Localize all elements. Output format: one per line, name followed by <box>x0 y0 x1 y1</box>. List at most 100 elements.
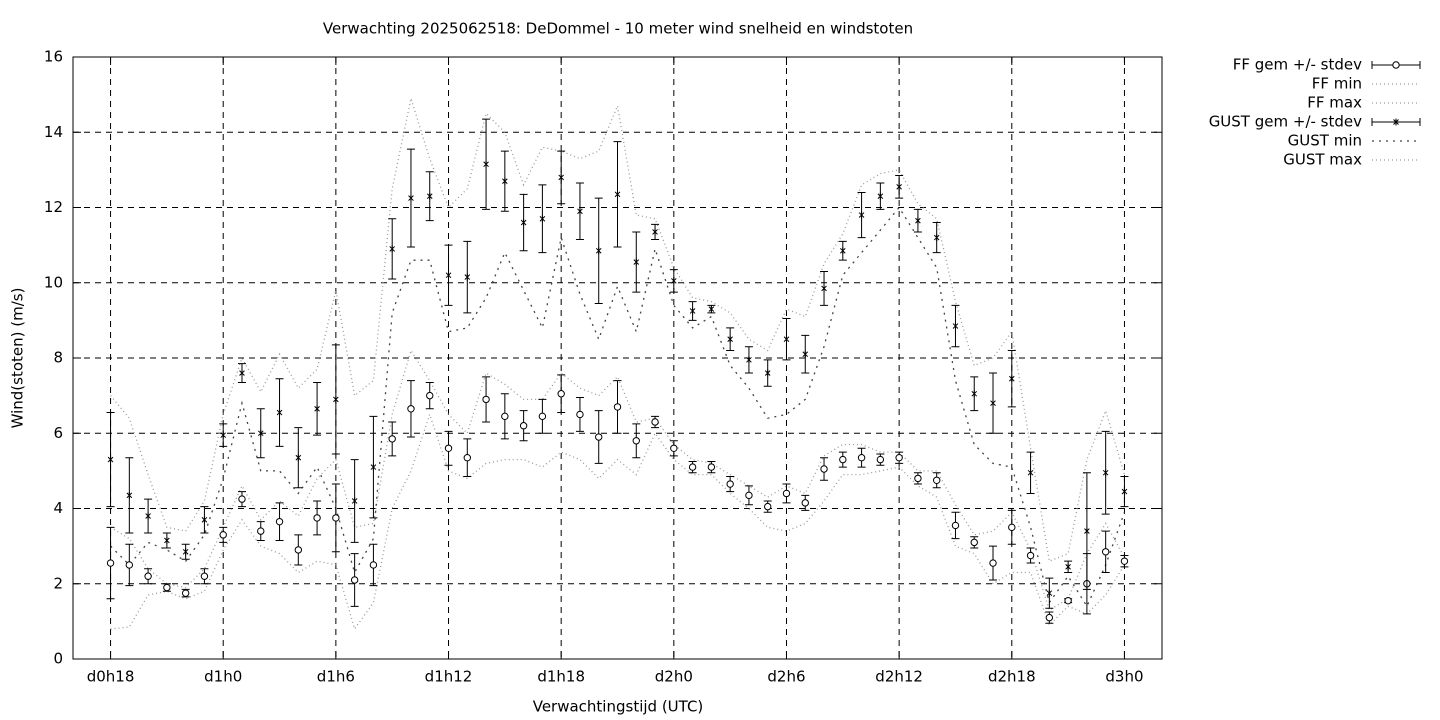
marker <box>821 284 827 292</box>
chart-title: Verwachting 2025062518: DeDommel - 10 me… <box>323 20 913 38</box>
marker <box>164 536 170 544</box>
marker <box>276 409 283 417</box>
marker <box>426 391 434 400</box>
marker <box>801 499 809 507</box>
marker <box>670 444 678 452</box>
marker <box>313 514 321 522</box>
x-tick-label: d3h0 <box>1105 668 1143 686</box>
marker <box>126 491 133 499</box>
marker <box>351 497 358 505</box>
marker <box>445 271 452 279</box>
marker <box>896 183 902 191</box>
marker <box>1046 589 1053 597</box>
x-tick-label: d2h12 <box>875 668 923 686</box>
marker <box>951 521 960 530</box>
marker <box>915 217 921 225</box>
marker <box>839 455 847 464</box>
marker <box>990 399 996 407</box>
y-tick-label: 0 <box>53 650 63 668</box>
legend-label: FF max <box>1307 94 1362 112</box>
marker <box>576 410 584 419</box>
marker <box>952 322 959 330</box>
marker <box>388 435 396 443</box>
marker <box>632 437 640 445</box>
marker <box>651 418 659 426</box>
x-tick-label: d2h18 <box>988 668 1036 686</box>
legend-marker <box>1393 118 1399 126</box>
y-tick-label: 2 <box>53 574 63 592</box>
x-tick-label: d0h18 <box>87 668 135 686</box>
marker <box>370 463 377 471</box>
marker <box>332 514 340 522</box>
marker <box>444 444 453 452</box>
x-tick-label: d1h18 <box>537 668 585 686</box>
y-tick-label: 16 <box>44 48 63 66</box>
marker <box>539 215 546 223</box>
marker <box>970 538 978 547</box>
marker <box>163 583 171 592</box>
marker <box>613 403 622 411</box>
marker <box>294 546 303 554</box>
marker <box>707 463 716 471</box>
marker <box>671 277 677 285</box>
marker <box>989 559 997 567</box>
y-tick-label: 6 <box>53 424 63 442</box>
marker <box>820 465 828 473</box>
marker <box>764 369 771 377</box>
marker <box>200 572 209 580</box>
marker <box>688 463 697 471</box>
marker <box>314 405 320 413</box>
marker <box>182 548 189 556</box>
marker <box>914 474 922 483</box>
marker <box>389 245 395 253</box>
y-tick-label: 10 <box>44 273 63 291</box>
marker <box>933 234 940 242</box>
marker <box>295 454 302 462</box>
marker <box>201 516 208 524</box>
marker <box>220 431 227 439</box>
legend-label: GUST max <box>1283 151 1362 169</box>
x-tick-label: d1h0 <box>204 668 242 686</box>
marker <box>1027 469 1034 477</box>
marker <box>369 561 378 569</box>
y-axis-label: Wind(stoten) (m/s) <box>9 288 27 429</box>
y-tick-label: 8 <box>53 349 63 367</box>
marker <box>558 173 564 181</box>
marker <box>482 395 490 404</box>
marker <box>1084 527 1090 535</box>
marker <box>783 335 790 343</box>
line <box>110 95 1126 563</box>
marker <box>877 192 884 200</box>
marker <box>746 356 752 364</box>
legend-label: GUST min <box>1288 132 1362 150</box>
line <box>110 412 1125 631</box>
legend-marker <box>1392 61 1400 69</box>
marker <box>238 495 246 503</box>
y-tick-label: 4 <box>53 499 63 517</box>
marker <box>557 390 565 398</box>
marker <box>708 305 715 313</box>
marker <box>858 211 865 219</box>
marker <box>464 273 471 281</box>
marker <box>971 390 978 398</box>
marker <box>633 258 640 266</box>
marker <box>577 207 583 215</box>
marker <box>181 589 190 597</box>
marker <box>219 531 227 539</box>
marker <box>1008 375 1015 383</box>
marker <box>1064 596 1072 605</box>
marker <box>895 454 903 462</box>
marker <box>727 335 733 343</box>
marker <box>275 517 284 526</box>
marker <box>107 456 114 464</box>
y-tick-label: 12 <box>44 198 63 216</box>
x-tick-label: d1h12 <box>425 668 473 686</box>
marker <box>802 350 809 358</box>
marker <box>932 476 941 484</box>
marker <box>145 512 151 520</box>
marker <box>595 247 602 255</box>
marker <box>257 527 265 535</box>
marker <box>502 177 508 185</box>
marker <box>840 247 846 255</box>
